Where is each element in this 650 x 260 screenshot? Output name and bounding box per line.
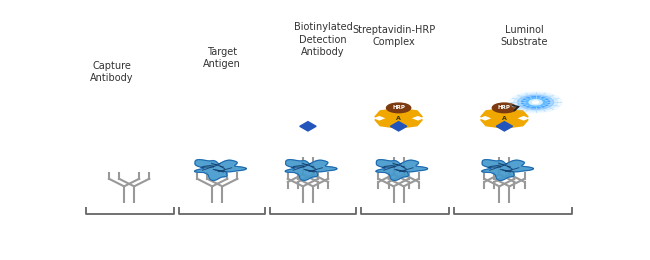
Polygon shape xyxy=(380,111,402,120)
Circle shape xyxy=(393,116,404,120)
Polygon shape xyxy=(391,122,407,131)
Polygon shape xyxy=(482,160,534,180)
Circle shape xyxy=(510,92,562,113)
Polygon shape xyxy=(500,117,524,126)
Text: HRP: HRP xyxy=(392,105,405,110)
Text: A: A xyxy=(502,116,507,121)
Polygon shape xyxy=(375,109,395,117)
Circle shape xyxy=(529,100,542,105)
Polygon shape xyxy=(375,120,395,128)
Circle shape xyxy=(517,95,554,109)
Polygon shape xyxy=(402,109,422,117)
Text: Target
Antigen: Target Antigen xyxy=(203,47,241,69)
Polygon shape xyxy=(395,111,418,120)
Polygon shape xyxy=(485,117,508,126)
Polygon shape xyxy=(485,111,508,120)
Polygon shape xyxy=(402,120,422,128)
Polygon shape xyxy=(300,122,316,131)
Polygon shape xyxy=(480,120,501,128)
Text: Biotinylated
Detection
Antibody: Biotinylated Detection Antibody xyxy=(294,22,352,57)
Text: Luminol
Substrate: Luminol Substrate xyxy=(500,25,549,47)
Circle shape xyxy=(521,97,550,108)
Polygon shape xyxy=(380,117,402,126)
Text: A: A xyxy=(396,116,401,121)
Polygon shape xyxy=(376,160,428,180)
Circle shape xyxy=(499,116,510,120)
Text: HRP: HRP xyxy=(498,105,511,110)
Polygon shape xyxy=(508,109,528,117)
Circle shape xyxy=(387,103,411,113)
Circle shape xyxy=(492,103,517,113)
Polygon shape xyxy=(500,111,524,120)
Text: Capture
Antibody: Capture Antibody xyxy=(90,61,133,83)
Text: Streptavidin-HRP
Complex: Streptavidin-HRP Complex xyxy=(352,25,436,47)
Polygon shape xyxy=(395,117,418,126)
Polygon shape xyxy=(285,160,337,180)
Circle shape xyxy=(514,93,558,111)
Circle shape xyxy=(532,101,539,103)
Polygon shape xyxy=(508,120,528,128)
Circle shape xyxy=(525,98,547,107)
Polygon shape xyxy=(480,109,501,117)
Polygon shape xyxy=(496,122,513,131)
Polygon shape xyxy=(194,160,246,180)
